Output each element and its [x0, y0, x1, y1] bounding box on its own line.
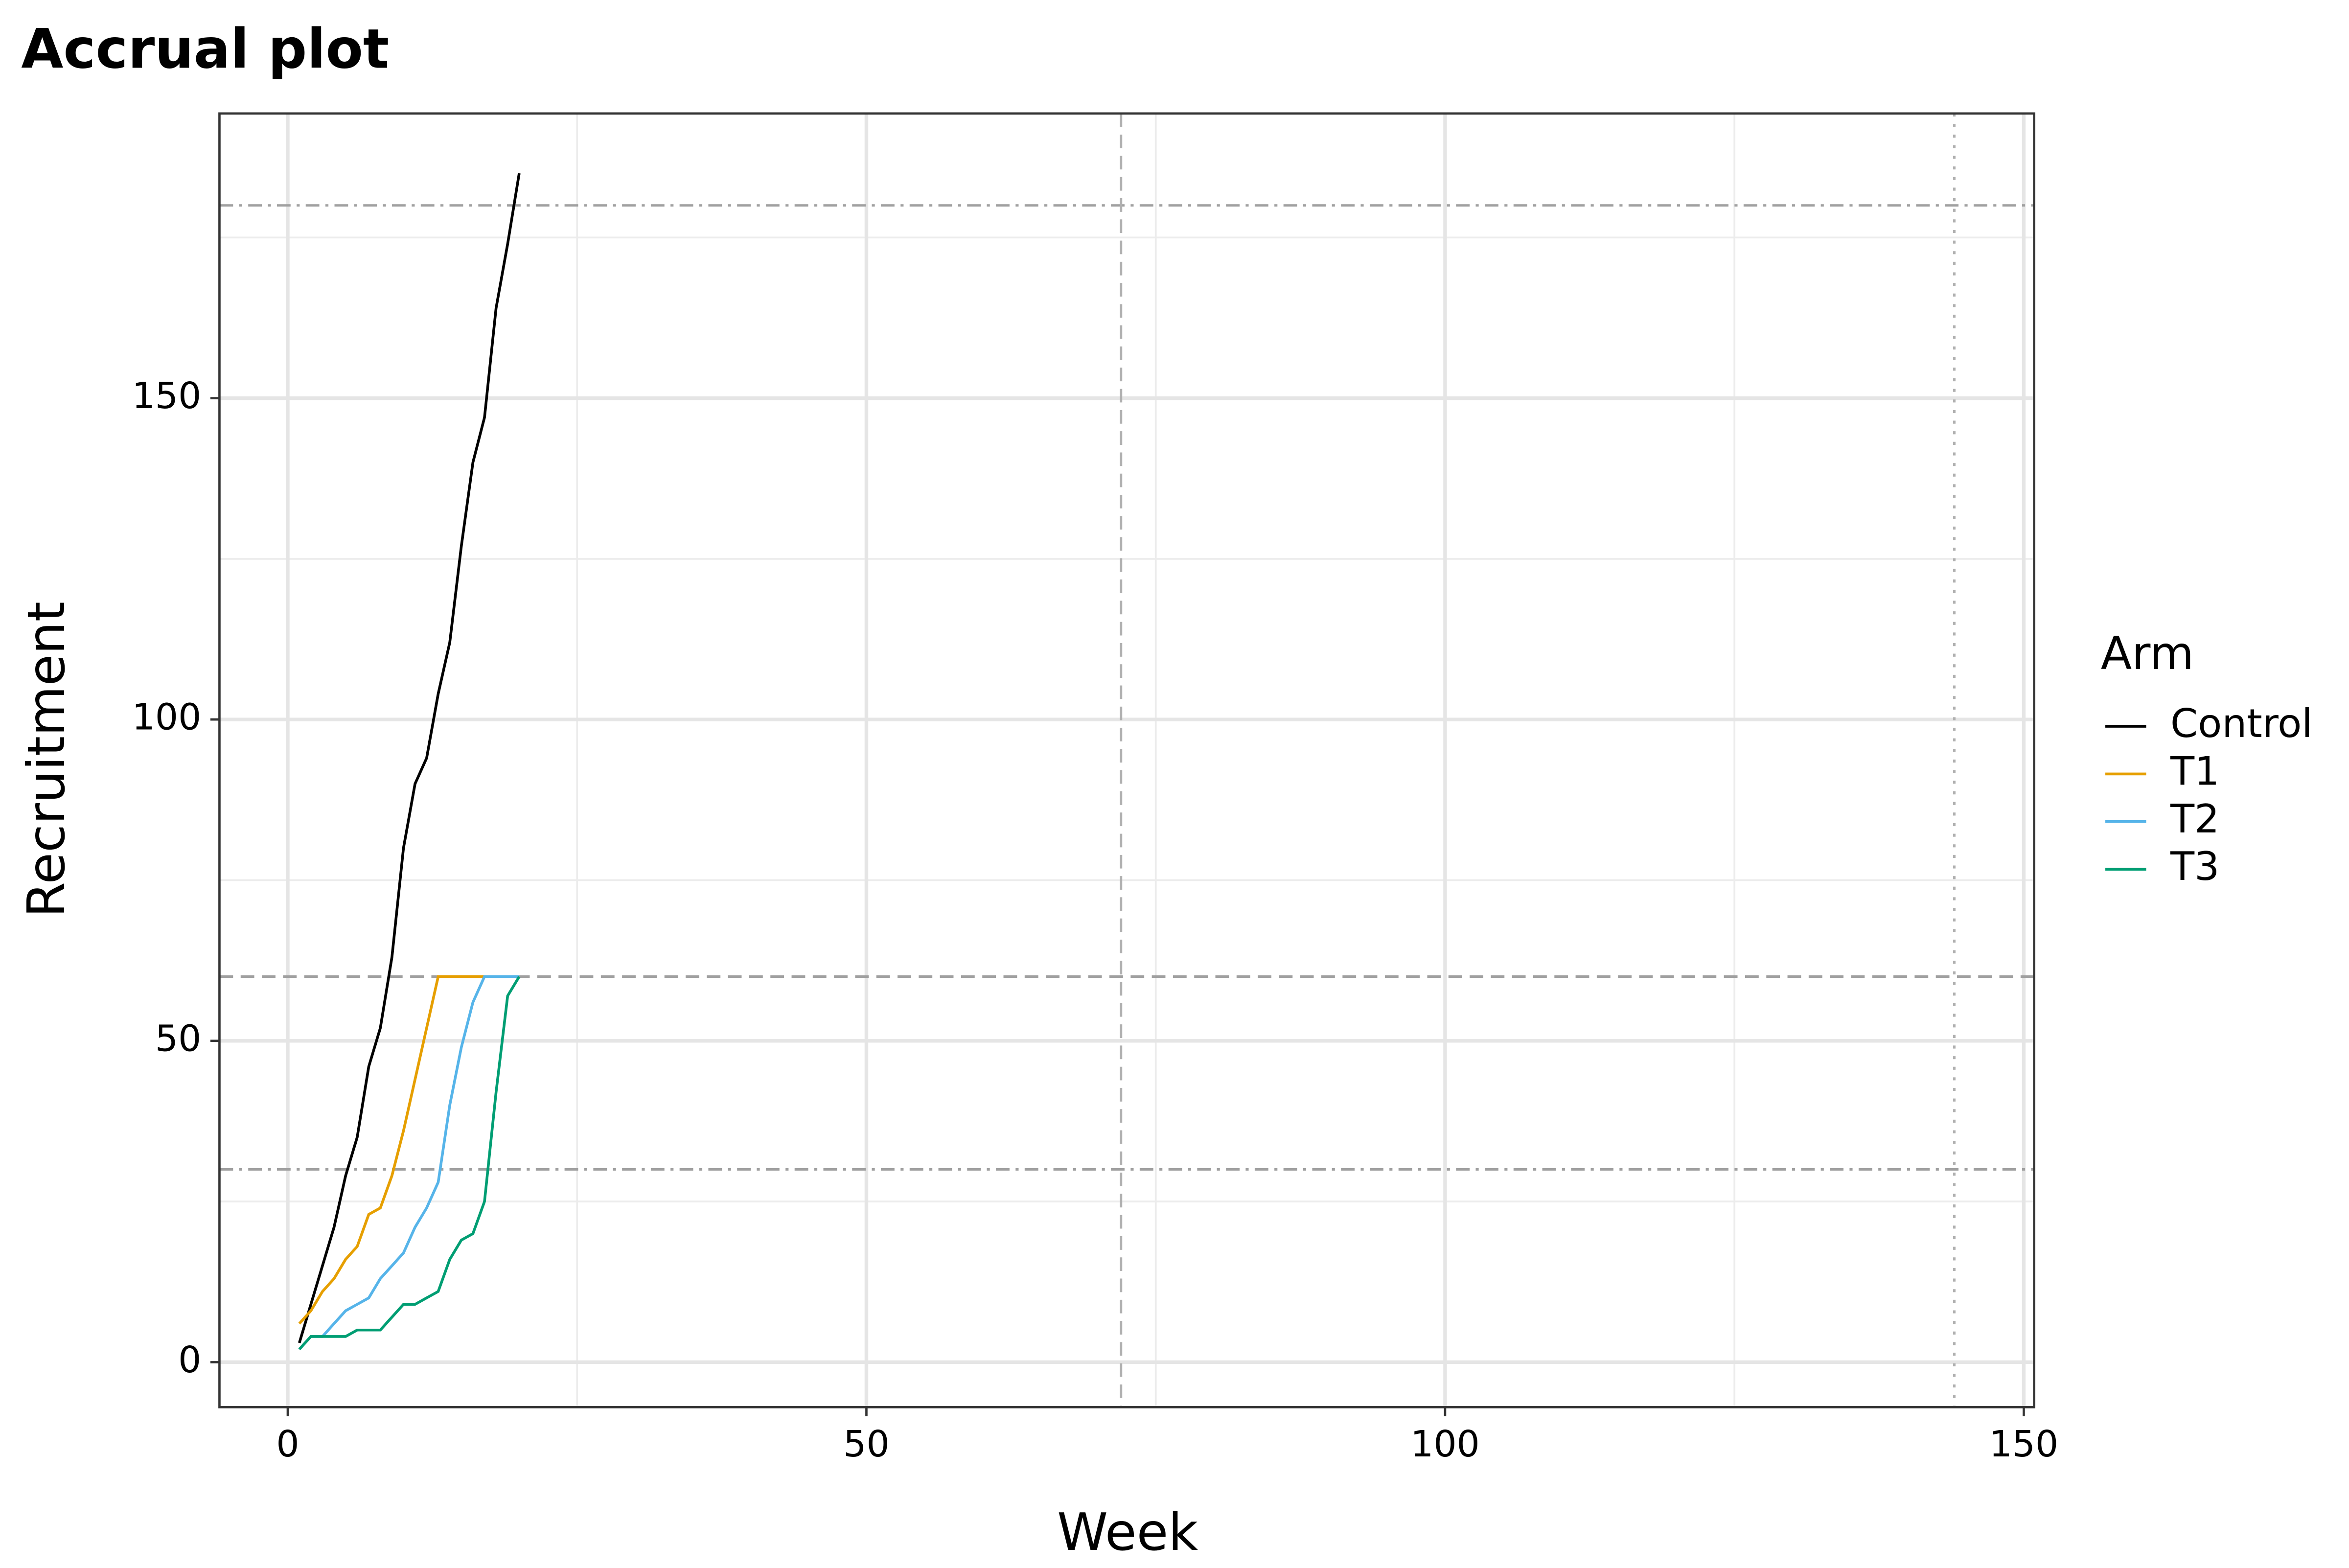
y-tick-label: 100	[132, 696, 202, 738]
plot-border	[218, 112, 2036, 1408]
chart-title: Accrual plot	[21, 18, 389, 81]
x-tick-label: 100	[1410, 1423, 1480, 1465]
legend-title: Arm	[2101, 627, 2194, 680]
x-tick-label: 0	[276, 1423, 299, 1465]
legend-label: Control	[2170, 700, 2313, 746]
legend-label: T2	[2170, 796, 2219, 842]
y-axis-label: Recruitment	[16, 601, 76, 918]
y-tick-label: 50	[155, 1017, 201, 1060]
x-tick-label: 50	[843, 1423, 889, 1465]
x-tick-label: 150	[1989, 1423, 2059, 1465]
x-axis-label: Week	[1057, 1502, 1198, 1562]
y-tick-label: 0	[178, 1338, 201, 1381]
data-line	[298, 173, 521, 1343]
data-line	[298, 975, 519, 1351]
legend-label: T3	[2170, 843, 2219, 889]
y-tick-label: 150	[132, 374, 202, 417]
legend-label: T1	[2170, 748, 2219, 794]
data-line	[298, 975, 485, 1325]
data-line	[298, 976, 521, 1351]
